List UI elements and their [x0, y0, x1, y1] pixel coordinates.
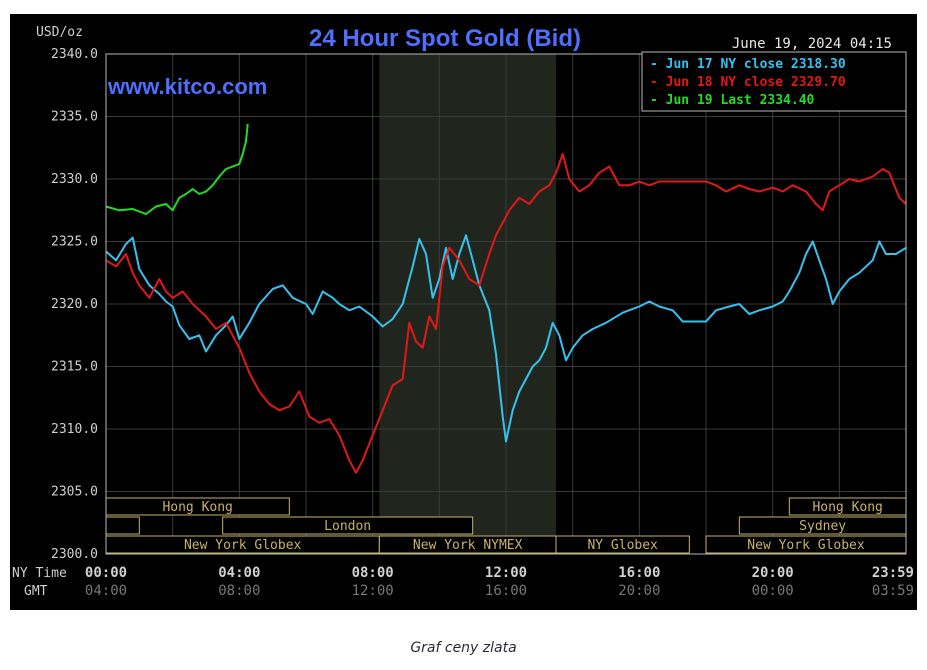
- y-tick-label: 2340.0: [51, 47, 98, 62]
- legend-box: [641, 51, 907, 112]
- x-tick-label-gmt: 00:00: [752, 583, 794, 599]
- y-tick-label: 2325.0: [51, 235, 98, 250]
- x-tick-label-ny: 12:00: [485, 565, 527, 581]
- x-axis-gmt-row-label: GMT: [24, 584, 48, 599]
- series-line-jun-18: [105, 153, 907, 474]
- gold-chart: Hong Kong London New York Globex New York N…: [10, 14, 917, 610]
- x-tick-label-ny: 16:00: [618, 565, 660, 581]
- session-label: Hong Kong: [812, 500, 882, 515]
- x-tick-label-gmt: 08:00: [218, 583, 260, 599]
- y-tick-label: 2300.0: [51, 547, 98, 562]
- session-label: New York Globex: [747, 538, 865, 553]
- x-tick-label-ny: 00:00: [85, 565, 127, 581]
- series-line-jun-17: [105, 234, 907, 443]
- legend-item-jun17: - Jun 17 NY close 2318.30: [650, 57, 846, 72]
- chart-title: 24 Hour Spot Gold (Bid): [309, 25, 581, 52]
- y-tick-label: 2330.0: [51, 172, 98, 187]
- session-label: New York NYMEX: [413, 538, 523, 553]
- session-box: [555, 535, 690, 554]
- y-axis-unit-label: USD/oz: [36, 25, 83, 40]
- legend: - Jun 17 NY close 2318.30 - Jun 18 NY cl…: [641, 51, 907, 112]
- x-tick-label-gmt: 04:00: [85, 583, 127, 599]
- x-tick-label-ny: 08:00: [352, 565, 394, 581]
- session-box: [222, 516, 474, 535]
- session-box: [105, 516, 140, 535]
- y-tick-label: 2305.0: [51, 485, 98, 500]
- legend-item-jun18: - Jun 18 NY close 2329.70: [650, 75, 846, 90]
- x-tick-label-ny: 23:59: [872, 565, 914, 581]
- plot-frame: [105, 53, 907, 555]
- y-tick-label: 2320.0: [51, 297, 98, 312]
- x-axis-ny-row-label: NY Time: [12, 566, 67, 581]
- x-tick-label-gmt: 16:00: [485, 583, 527, 599]
- x-tick-label-gmt: 20:00: [618, 583, 660, 599]
- legend-item-jun19: - Jun 19 Last 2334.40: [650, 93, 815, 108]
- y-tick-label: 2315.0: [51, 360, 98, 375]
- x-tick-label-ny: 04:00: [218, 565, 260, 581]
- x-tick-label-gmt: 03:59: [872, 583, 914, 599]
- session-label: Hong Kong: [162, 500, 232, 515]
- chart-caption: Graf ceny zlata: [410, 640, 517, 656]
- y-tick-label: 2310.0: [51, 422, 98, 437]
- session-label: London: [324, 519, 371, 534]
- timestamp: June 19, 2024 04:15: [732, 36, 892, 52]
- y-tick-label: 2335.0: [51, 110, 98, 125]
- x-tick-label-gmt: 12:00: [352, 583, 394, 599]
- session-label: Sydney: [799, 519, 846, 534]
- session-label: NY Globex: [587, 538, 658, 553]
- watermark-url: www.kitco.com: [107, 74, 267, 99]
- x-tick-label-ny: 20:00: [752, 565, 794, 581]
- session-label: New York Globex: [184, 538, 302, 553]
- series-line-jun-19: [105, 123, 249, 215]
- gold-chart-svg: Hong Kong London New York Globex New York N…: [10, 14, 917, 610]
